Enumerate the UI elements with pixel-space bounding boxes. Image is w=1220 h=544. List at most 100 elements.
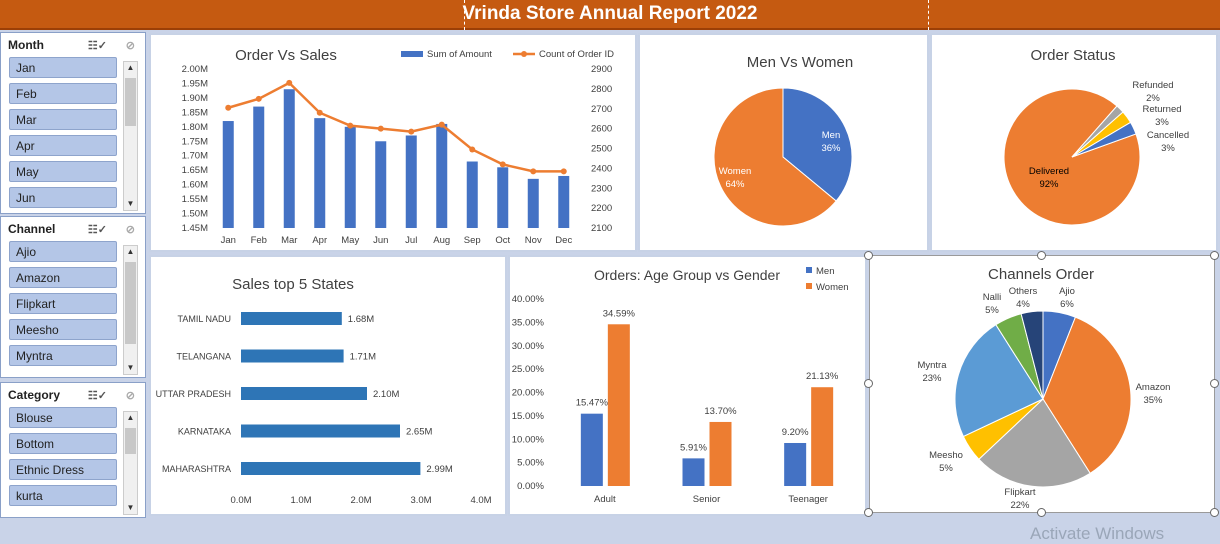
legend-swatch-men [806, 267, 812, 273]
resize-handle[interactable] [1210, 379, 1219, 388]
men-vs-women-chart[interactable]: Men Vs Women Men 36% Women 64% [638, 33, 929, 252]
scrollbar-thumb[interactable] [125, 78, 136, 126]
slicer-item-meesho[interactable]: Meesho [9, 319, 117, 340]
data-label: 2.10M [373, 389, 399, 400]
slicer-item-myntra[interactable]: Myntra [9, 345, 117, 366]
channels-order-chart[interactable]: Channels Order Ajio 6% Amazon 35% Flipkart 22%… [869, 255, 1215, 513]
pie-slice-others [1020, 310, 1044, 400]
resize-handle[interactable] [1037, 251, 1046, 260]
page-break-line [928, 0, 929, 30]
chart-title: Order Vs Sales [235, 47, 337, 64]
state-bar [241, 462, 421, 475]
order-count-point [469, 146, 476, 153]
pie-slice-men [782, 87, 853, 202]
x-tick-label: Apr [312, 235, 327, 246]
pie-pct: 64% [725, 179, 745, 190]
pie-pct: 5% [939, 463, 953, 474]
category-slicer[interactable]: Category ☷✓ ⊘ Blouse Bottom Ethnic Dress ku… [0, 382, 146, 518]
slicer-item-flipkart[interactable]: Flipkart [9, 293, 117, 314]
order-status-chart[interactable]: Order Status Delivered 92% Refunded 2% Return… [930, 33, 1218, 252]
age-group-gender-svg: Orders: Age Group vs Gender 40.00% 35.00% 3… [512, 266, 849, 505]
slicer-item-apr[interactable]: Apr [9, 135, 117, 156]
resize-handle[interactable] [864, 508, 873, 517]
sales-bar [466, 161, 478, 228]
pie-label: Cancelled [1147, 130, 1189, 141]
slicer-item-ethnic-dress[interactable]: Ethnic Dress [9, 459, 117, 480]
multi-select-icon[interactable]: ☷✓ [87, 223, 107, 236]
slicer-item-kurta[interactable]: kurta [9, 485, 117, 506]
x-tick-label: Feb [251, 235, 267, 246]
slicer-item-may[interactable]: May [9, 161, 117, 182]
pie-slice-cancelled [1071, 121, 1137, 158]
pie-pct: 36% [821, 143, 841, 154]
y-left-tick-label: 1.95M [182, 78, 208, 89]
clear-filter-icon[interactable]: ⊘ [125, 39, 135, 52]
slicer-item-jun[interactable]: Jun [9, 187, 117, 208]
y-left-tick-label: 1.75M [182, 136, 208, 147]
channels-order-svg: Channels Order Ajio 6% Amazon 35% Flipkart 22%… [917, 266, 1170, 511]
slicer-scrollbar[interactable]: ▲ ▼ [123, 411, 138, 515]
sales-bar [405, 135, 417, 228]
x-tick-label: 2.0M [350, 495, 371, 506]
resize-handle[interactable] [864, 379, 873, 388]
multi-select-icon[interactable]: ☷✓ [87, 389, 107, 402]
resize-handle[interactable] [1037, 508, 1046, 517]
sales-bar [436, 123, 448, 228]
slicer-item-amazon[interactable]: Amazon [9, 267, 117, 288]
pie-pct: 35% [1143, 395, 1163, 406]
slicer-item-blouse[interactable]: Blouse [9, 407, 117, 428]
scroll-down-icon[interactable]: ▼ [126, 503, 135, 512]
clear-filter-icon[interactable]: ⊘ [125, 223, 135, 236]
scroll-down-icon[interactable]: ▼ [126, 363, 135, 372]
pie-slice-amazon [1042, 316, 1132, 474]
order-count-point [499, 161, 506, 168]
sales-top-states-svg: Sales top 5 States TAMIL NADU 1.68M TELANGA… [156, 276, 492, 506]
pie-pct: 3% [1161, 143, 1175, 154]
sales-bar [283, 89, 295, 228]
resize-handle[interactable] [1210, 251, 1219, 260]
multi-select-icon[interactable]: ☷✓ [87, 39, 107, 52]
slicer-scrollbar[interactable]: ▲ ▼ [123, 61, 138, 211]
y-right-tick-label: 2400 [591, 163, 612, 174]
sales-bar [497, 167, 509, 228]
month-slicer[interactable]: Month ☷✓ ⊘ Jan Feb Mar Apr May Jun ▲ ▼ [0, 32, 146, 214]
slicer-item-mar[interactable]: Mar [9, 109, 117, 130]
sales-top-states-chart[interactable]: Sales top 5 States TAMIL NADU 1.68M TELANGA… [149, 255, 507, 516]
slicer-item-ajio[interactable]: Ajio [9, 241, 117, 262]
scroll-up-icon[interactable]: ▲ [126, 63, 135, 72]
scroll-up-icon[interactable]: ▲ [126, 247, 135, 256]
sales-bar [375, 141, 387, 228]
slicer-item-feb[interactable]: Feb [9, 83, 117, 104]
data-label: 34.59% [603, 308, 636, 319]
resize-handle[interactable] [1210, 508, 1219, 517]
age-group-gender-chart[interactable]: Orders: Age Group vs Gender 40.00% 35.00% 3… [508, 255, 867, 516]
pie-slice-flipkart [978, 398, 1091, 488]
resize-handle[interactable] [864, 251, 873, 260]
scroll-up-icon[interactable]: ▲ [126, 413, 135, 422]
x-tick-label: Oct [495, 235, 510, 246]
y-tick-label: 10.00% [512, 434, 545, 445]
clear-filter-icon[interactable]: ⊘ [125, 389, 135, 402]
y-right-tick-label: 2500 [591, 144, 612, 155]
slicer-item-jan[interactable]: Jan [9, 57, 117, 78]
scrollbar-thumb[interactable] [125, 262, 136, 344]
order-count-point [286, 79, 293, 86]
order-vs-sales-chart[interactable]: Order Vs Sales 2.00M 1.95M 1.90M 1.85M 1.80M 1… [149, 33, 637, 252]
pie-label: Refunded [1132, 80, 1173, 91]
age-bar-men [580, 413, 603, 486]
pie-pct: 6% [1060, 299, 1074, 310]
scrollbar-thumb[interactable] [125, 428, 136, 454]
y-tick-label: 30.00% [512, 341, 545, 352]
pie-label: Returned [1142, 104, 1181, 115]
slicer-scrollbar[interactable]: ▲ ▼ [123, 245, 138, 375]
scroll-down-icon[interactable]: ▼ [126, 199, 135, 208]
x-tick-label: 4.0M [470, 495, 491, 506]
x-tick-label: Jun [373, 235, 388, 246]
pie-label: Meesho [929, 450, 963, 461]
channel-slicer[interactable]: Channel ☷✓ ⊘ Ajio Amazon Flipkart Meesho Myn… [0, 216, 146, 378]
x-tick-label: 3.0M [410, 495, 431, 506]
x-tick-label: Dec [555, 235, 572, 246]
state-bar [241, 424, 400, 438]
y-left-tick-label: 1.85M [182, 107, 208, 118]
slicer-item-bottom[interactable]: Bottom [9, 433, 117, 454]
